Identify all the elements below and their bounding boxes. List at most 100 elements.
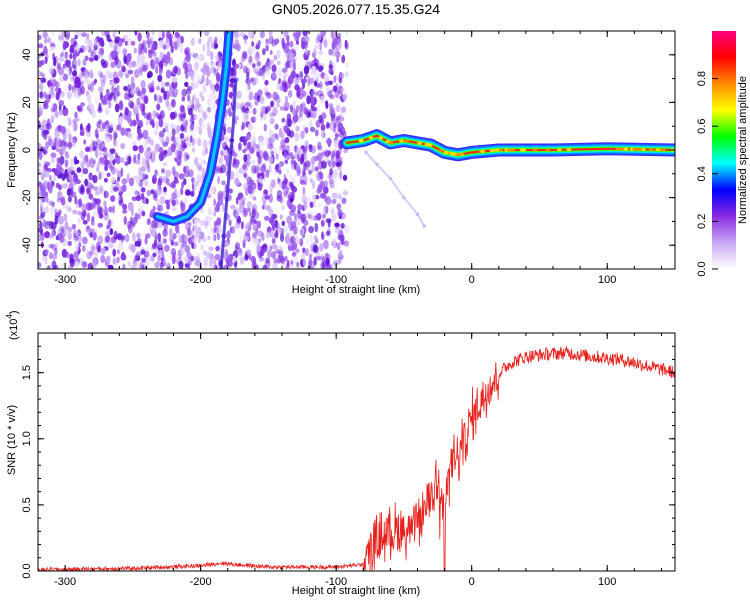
spectrogram-noise-cell — [94, 186, 98, 191]
spectrogram-noise-cell — [252, 209, 256, 218]
spectrogram-noise-cell — [321, 231, 324, 240]
spectrogram-noise-cell — [160, 111, 163, 119]
snr-x-axis-label: Height of straight line (km) — [292, 585, 420, 597]
spectrogram-noise-cell — [62, 227, 65, 233]
spectrogram-noise-cell — [277, 246, 283, 252]
spectrogram-noise-cell — [38, 43, 43, 48]
spectrogram-noise-cell — [157, 222, 162, 228]
snr-y-ticks: 0.00.51.01.5 — [21, 333, 675, 579]
spectrogram-signal-peak — [655, 148, 660, 151]
spectrogram-noise-cell — [260, 166, 266, 173]
spectrogram-noise-cell — [101, 59, 106, 66]
spectrogram-noise-cell — [134, 48, 137, 54]
spectrogram-noise-cell — [324, 194, 327, 202]
spectrogram-noise-cell — [155, 248, 158, 254]
spectrogram-x-tick-label: 0 — [469, 274, 475, 286]
spectrogram-noise-cell — [214, 43, 218, 48]
spectrogram-noise-cell — [36, 234, 41, 242]
spectrogram-noise-cell — [260, 31, 265, 38]
spectrogram-noise-cell — [329, 81, 333, 86]
spectrogram-noise-cell — [138, 145, 144, 149]
spectrogram-noise-cell — [217, 176, 220, 184]
spectrogram-noise-cell — [253, 108, 257, 115]
spectrogram-noise-cell — [51, 244, 57, 251]
spectrogram-noise-cell — [68, 133, 71, 141]
spectrogram-signal-peak — [533, 148, 538, 151]
spectrogram-noise-cell — [38, 182, 42, 187]
spectrogram-noise-cell — [43, 102, 49, 109]
spectrogram-noise-cell — [45, 250, 49, 255]
spectrogram-noise-cell — [40, 91, 43, 99]
spectrogram-noise-cell — [125, 73, 129, 78]
spectrogram-noise-cell — [335, 51, 340, 58]
spectrogram-noise-cell — [155, 57, 160, 65]
spectrogram-noise-cell — [141, 264, 144, 269]
spectrogram-noise-cell — [299, 238, 303, 246]
spectrogram-noise-cell — [269, 183, 273, 192]
spectrogram-noise-cell — [46, 221, 51, 226]
spectrogram-signal-peak — [368, 136, 373, 139]
spectrogram-noise-cell — [162, 31, 165, 39]
spectrogram-noise-cell — [161, 168, 165, 173]
spectrogram-noise-cell — [137, 32, 141, 41]
spectrogram-noise-cell — [344, 225, 349, 234]
spectrogram-noise-cell — [158, 243, 163, 248]
spectrogram-noise-cell — [317, 142, 321, 149]
spectrogram-noise-cell — [314, 58, 317, 64]
spectrogram-noise-cell — [320, 96, 324, 104]
spectrogram-noise-cell — [170, 92, 175, 97]
spectrogram-noise-cell — [172, 200, 176, 207]
spectrogram-noise-cell — [76, 244, 79, 251]
spectrogram-noise-cell — [310, 127, 315, 132]
spectrogram-noise-cell — [314, 235, 318, 240]
spectrogram-noise-cell — [56, 147, 60, 152]
spectrogram-noise-cell — [188, 108, 193, 116]
spectrogram-noise-cell — [257, 230, 263, 237]
spectrogram-noise-cell — [220, 150, 224, 156]
spectrogram-noise-cell — [333, 76, 336, 84]
spectrogram-noise-cell — [116, 59, 122, 68]
spectrogram-noise-cell — [219, 36, 223, 44]
spectrogram-noise-cell — [331, 115, 335, 121]
spectrogram-noise-cell — [340, 73, 344, 79]
spectrogram-noise-cell — [132, 217, 138, 224]
spectrogram-noise-cell — [276, 164, 279, 170]
spectrogram-noise-cell — [242, 51, 247, 58]
spectrogram-noise-cell — [114, 197, 120, 202]
spectrogram-noise-cell — [180, 133, 185, 139]
spectrogram-y-axis-label: Frequency (Hz) — [6, 112, 18, 188]
snr-x-tick-label: -200 — [190, 576, 212, 588]
spectrogram-noise-cell — [128, 64, 132, 70]
spectrogram-noise-cell — [161, 81, 165, 90]
spectrogram-noise-cell — [283, 76, 286, 82]
spectrogram-noise-cell — [172, 207, 177, 212]
spectrogram-noise-cell — [257, 89, 262, 96]
spectrogram-noise-cell — [336, 105, 341, 112]
spectrogram-noise-cell — [294, 36, 300, 41]
spectrogram-y-tick-label: -20 — [21, 190, 33, 206]
spectrogram-noise-cell — [126, 115, 131, 122]
spectrogram-noise-cell — [174, 66, 178, 74]
spectrogram-noise-cell — [295, 147, 301, 156]
spectrogram-noise-cell — [318, 44, 321, 49]
spectrogram-noise-cell — [124, 55, 127, 64]
spectrogram-noise-cell — [303, 257, 306, 267]
spectrogram-noise-cell — [48, 139, 53, 147]
spectrogram-noise-cell — [345, 71, 349, 77]
spectrogram-noise-cell — [288, 76, 294, 85]
spectrogram-noise-cell — [58, 100, 64, 106]
spectrogram-noise-cell — [152, 151, 156, 157]
spectrogram-noise-cell — [234, 213, 239, 219]
spectrogram-noise-cell — [264, 80, 268, 86]
spectrogram-noise-cell — [67, 154, 70, 159]
spectrogram-noise-cell — [157, 95, 162, 104]
spectrogram-noise-cell — [61, 197, 65, 206]
spectrogram-noise-cell — [120, 168, 123, 177]
spectrogram-noise-cell — [321, 130, 324, 138]
spectrogram-x-tick-label: -300 — [54, 274, 76, 286]
spectrogram-noise-cell — [300, 131, 304, 139]
spectrogram-noise-cell — [220, 164, 226, 173]
spectrogram-noise-cell — [248, 56, 252, 63]
spectrogram-signal-peak — [490, 149, 495, 152]
